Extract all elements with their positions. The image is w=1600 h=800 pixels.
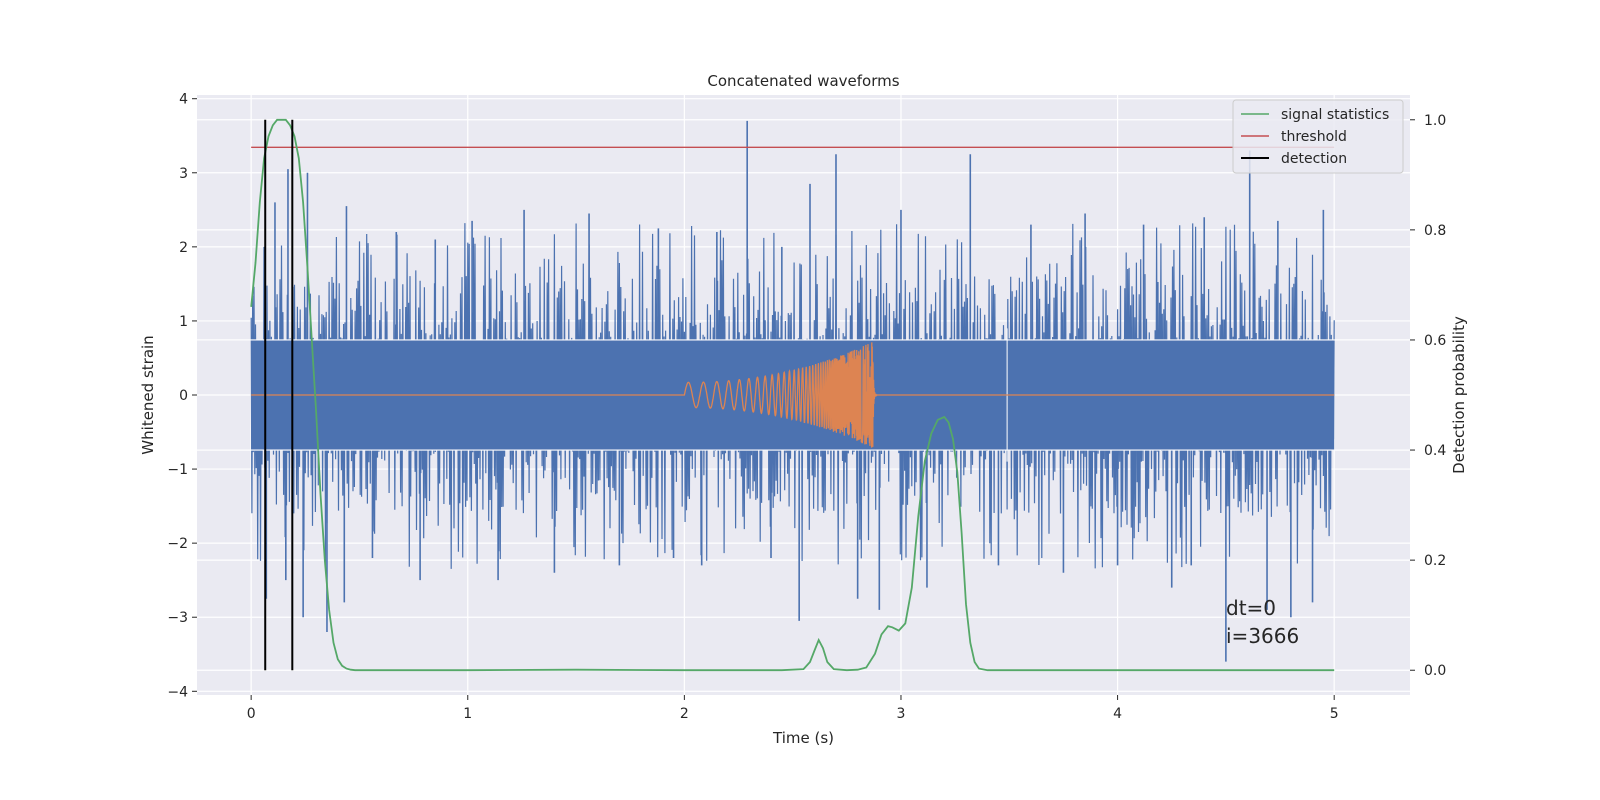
x-tick-label: 2 [680,706,689,722]
y-tick-label: 1 [179,314,188,330]
injected-signal-series [251,342,1335,448]
axes: 0 1 2 3 4 5 −4 −3 −2 −1 0 1 2 3 4 0.0 0.2 0.4 0.6 0.8 1.0 [167,92,1446,722]
legend-label-signal-statistics: signal statistics [1281,107,1389,123]
chart-title: Concatenated waveforms [707,72,899,90]
y-tick-label: 4 [179,92,188,108]
signal-statistics-series [250,118,1335,672]
y-tick-label: −4 [167,684,188,700]
y-tick-label: −2 [167,536,188,552]
annotation-index: i=3666 [1226,624,1299,648]
x-tick-label: 0 [247,706,256,722]
y-tick-label: −3 [167,610,188,626]
legend: signal statistics threshold detection [1232,99,1404,174]
x-tick-label: 3 [897,706,906,722]
x-tick-label: 1 [463,706,472,722]
y2-tick-label: 0.4 [1424,443,1446,459]
y-tick-label: 3 [179,166,188,182]
x-tick-label: 5 [1330,706,1339,722]
y2-tick-label: 0.6 [1424,333,1446,349]
y2-tick-label: 0.2 [1424,553,1446,569]
y-tick-label: 2 [179,240,188,256]
y-tick-label: 0 [179,388,188,404]
y2-axis-label: Detection probability [1450,316,1468,474]
y2-tick-label: 0.0 [1424,663,1446,679]
y-tick-label: −1 [167,462,188,478]
legend-frame [1232,99,1404,174]
y-axis-label: Whitened strain [139,335,157,454]
legend-label-detection: detection [1281,151,1347,167]
y2-tick-label: 1.0 [1424,113,1446,129]
x-tick-label: 4 [1113,706,1122,722]
x-axis-label: Time (s) [772,729,834,747]
annotation-dt: dt=0 [1226,596,1276,620]
plot-area [197,118,1410,672]
legend-label-threshold: threshold [1281,129,1347,145]
y2-tick-label: 0.8 [1424,223,1446,239]
